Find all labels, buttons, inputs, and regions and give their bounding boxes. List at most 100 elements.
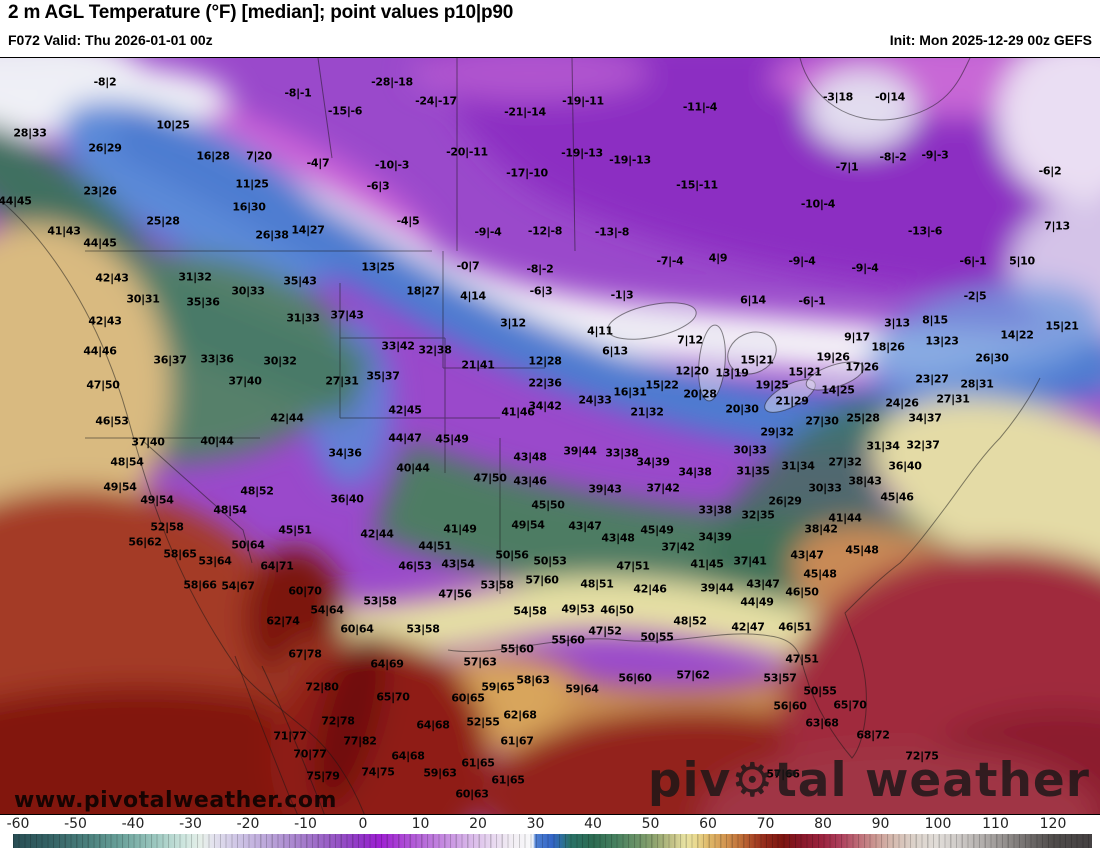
point-value: 50|55	[803, 684, 837, 698]
point-value: -9|-3	[921, 148, 949, 162]
point-value: -8|2	[93, 75, 117, 89]
point-value: 10|25	[156, 118, 190, 132]
point-value: 43|46	[513, 474, 547, 488]
point-value: 42|47	[731, 620, 765, 634]
point-value: 50|64	[231, 538, 265, 552]
point-value: 48|54	[213, 503, 247, 517]
point-value: 72|78	[321, 714, 355, 728]
colorbar-tick: 20	[469, 816, 487, 832]
point-value: 20|28	[683, 387, 717, 401]
point-value: 4|11	[587, 324, 613, 338]
point-value: -19|-11	[562, 94, 604, 108]
point-value: -8|-2	[526, 262, 554, 276]
point-value: 40|44	[200, 434, 234, 448]
point-value: 15|21	[740, 353, 774, 367]
point-value: 39|44	[563, 444, 597, 458]
point-value: 46|53	[398, 559, 432, 573]
colorbar-tick: -30	[179, 816, 202, 832]
point-value: 64|68	[391, 749, 425, 763]
point-value: 46|51	[778, 620, 812, 634]
point-value: 26|38	[255, 228, 289, 242]
point-value: 52|58	[150, 520, 184, 534]
colorbar-tick: 30	[526, 816, 545, 832]
point-value: 63|68	[805, 716, 839, 730]
point-value: -17|-10	[506, 166, 548, 180]
point-value: 64|71	[260, 559, 294, 573]
point-value: 45|48	[845, 543, 879, 557]
point-value: 75|79	[306, 769, 340, 783]
point-value: -8|-2	[879, 150, 907, 164]
point-value: 25|28	[846, 411, 880, 425]
point-value: 58|63	[516, 673, 550, 687]
point-value: 27|31	[936, 392, 970, 406]
point-value: 31|33	[286, 311, 320, 325]
point-value: 13|25	[361, 260, 395, 274]
point-value: 45|46	[880, 490, 914, 504]
point-value: 21|32	[630, 405, 664, 419]
point-value: 53|57	[763, 671, 797, 685]
point-value: -7|1	[835, 160, 859, 174]
point-value: 57|62	[676, 668, 710, 682]
point-value: 12|28	[528, 354, 562, 368]
point-value: -13|-8	[594, 225, 630, 239]
point-value: 56|60	[773, 699, 807, 713]
point-value: 60|63	[455, 787, 489, 801]
point-value: 27|32	[828, 455, 862, 469]
point-value: 37|43	[330, 308, 364, 322]
point-value: 45|50	[531, 498, 565, 512]
point-value: 44|45	[0, 194, 32, 208]
point-value: 7|13	[1044, 219, 1070, 233]
point-value: -4|7	[306, 156, 330, 170]
point-value: 34|36	[328, 446, 362, 460]
colorbar-tick: -10	[294, 816, 317, 832]
point-value: 43|47	[790, 548, 824, 562]
geography-borders	[0, 58, 1041, 814]
point-value: 26|29	[768, 494, 802, 508]
point-value: 57|66	[766, 767, 800, 781]
point-value: 33|38	[605, 446, 639, 460]
point-value: -19|-13	[609, 153, 651, 167]
point-value: -10|-3	[374, 158, 410, 172]
point-value: -1|3	[610, 288, 634, 302]
point-value: -19|-13	[561, 146, 603, 160]
page-title: 2 m AGL Temperature (°F) [median]; point…	[8, 2, 514, 23]
point-value: 59|63	[423, 766, 457, 780]
point-value: 41|46	[501, 405, 535, 419]
point-value: 71|77	[273, 729, 307, 743]
point-value: 47|50	[86, 378, 120, 392]
point-value: 44|49	[740, 595, 774, 609]
point-value: 53|58	[406, 622, 440, 636]
point-value: 18|26	[871, 340, 905, 354]
point-value: 46|50	[600, 603, 634, 617]
point-value: 8|15	[922, 313, 948, 327]
point-value: 45|48	[803, 567, 837, 581]
colorbar-tick: 80	[814, 816, 832, 832]
point-value: 43|48	[513, 450, 547, 464]
point-value: -9|-4	[851, 261, 879, 275]
point-value: 39|43	[588, 482, 622, 496]
colorbar-gradient	[13, 834, 1092, 848]
point-value: 27|31	[325, 374, 359, 388]
point-value: 47|51	[785, 652, 819, 666]
point-value: 34|38	[678, 465, 712, 479]
point-value: 32|35	[741, 508, 775, 522]
point-value: 23|26	[83, 184, 117, 198]
point-value: 28|33	[13, 126, 47, 140]
point-value: 38|43	[848, 474, 882, 488]
point-value: 44|45	[83, 236, 117, 250]
point-value: 47|52	[588, 624, 622, 638]
point-value: 15|21	[1045, 319, 1079, 333]
point-value: 21|41	[461, 358, 495, 372]
point-value: 42|46	[633, 582, 667, 596]
point-value: 46|50	[785, 585, 819, 599]
point-value: 16|30	[232, 200, 266, 214]
point-value: 30|32	[263, 354, 297, 368]
map-canvas[interactable]: -8|2 28|33 10|25 26|29 16|28 7|20 23|26 11|25 16…	[0, 57, 1100, 815]
point-value: 53|64	[198, 554, 232, 568]
point-value: 48|52	[673, 614, 707, 628]
point-value: 3|12	[500, 316, 526, 330]
point-value: 41|43	[47, 224, 81, 238]
point-value: 62|74	[266, 614, 300, 628]
point-value: 58|66	[183, 578, 217, 592]
point-value: 21|29	[775, 394, 809, 408]
